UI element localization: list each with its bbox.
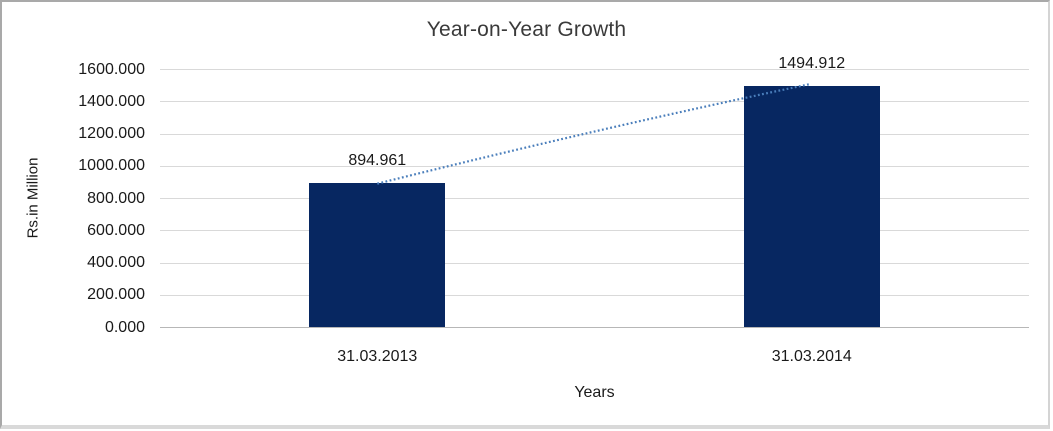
y-tick-label: 1600.000	[78, 60, 145, 78]
data-label-2014: 1494.912	[778, 54, 846, 72]
data-label-2013: 894.961	[348, 151, 407, 169]
y-tick-label: 0.000	[104, 318, 145, 336]
category-label-2014: 31.03.2014	[771, 348, 852, 365]
x-axis-title: Years	[574, 384, 615, 401]
gridline	[160, 69, 1029, 70]
y-tick-label: 600.000	[87, 221, 145, 239]
gridline	[160, 262, 1029, 264]
y-tick-label: 400.000	[87, 254, 145, 271]
y-tick-label: 800.000	[87, 189, 145, 207]
gridline	[160, 230, 1029, 232]
y-tick-label: 1400.000	[78, 92, 145, 110]
bar-2013	[309, 182, 446, 327]
y-tick-label: 1000.000	[78, 157, 145, 175]
gridline	[160, 198, 1029, 199]
x-axis-line	[160, 327, 1029, 328]
category-label-2013: 31.03.2013	[337, 348, 418, 365]
y-tick-label: 200.000	[87, 286, 145, 304]
gridline	[160, 101, 1029, 103]
bar-2014	[743, 85, 880, 327]
gridline	[160, 165, 1029, 167]
chart-title: Year-on-Year Growth	[426, 18, 627, 41]
gridline	[160, 294, 1029, 296]
gridline	[160, 133, 1029, 135]
y-tick-label: 1200.000	[78, 125, 145, 142]
